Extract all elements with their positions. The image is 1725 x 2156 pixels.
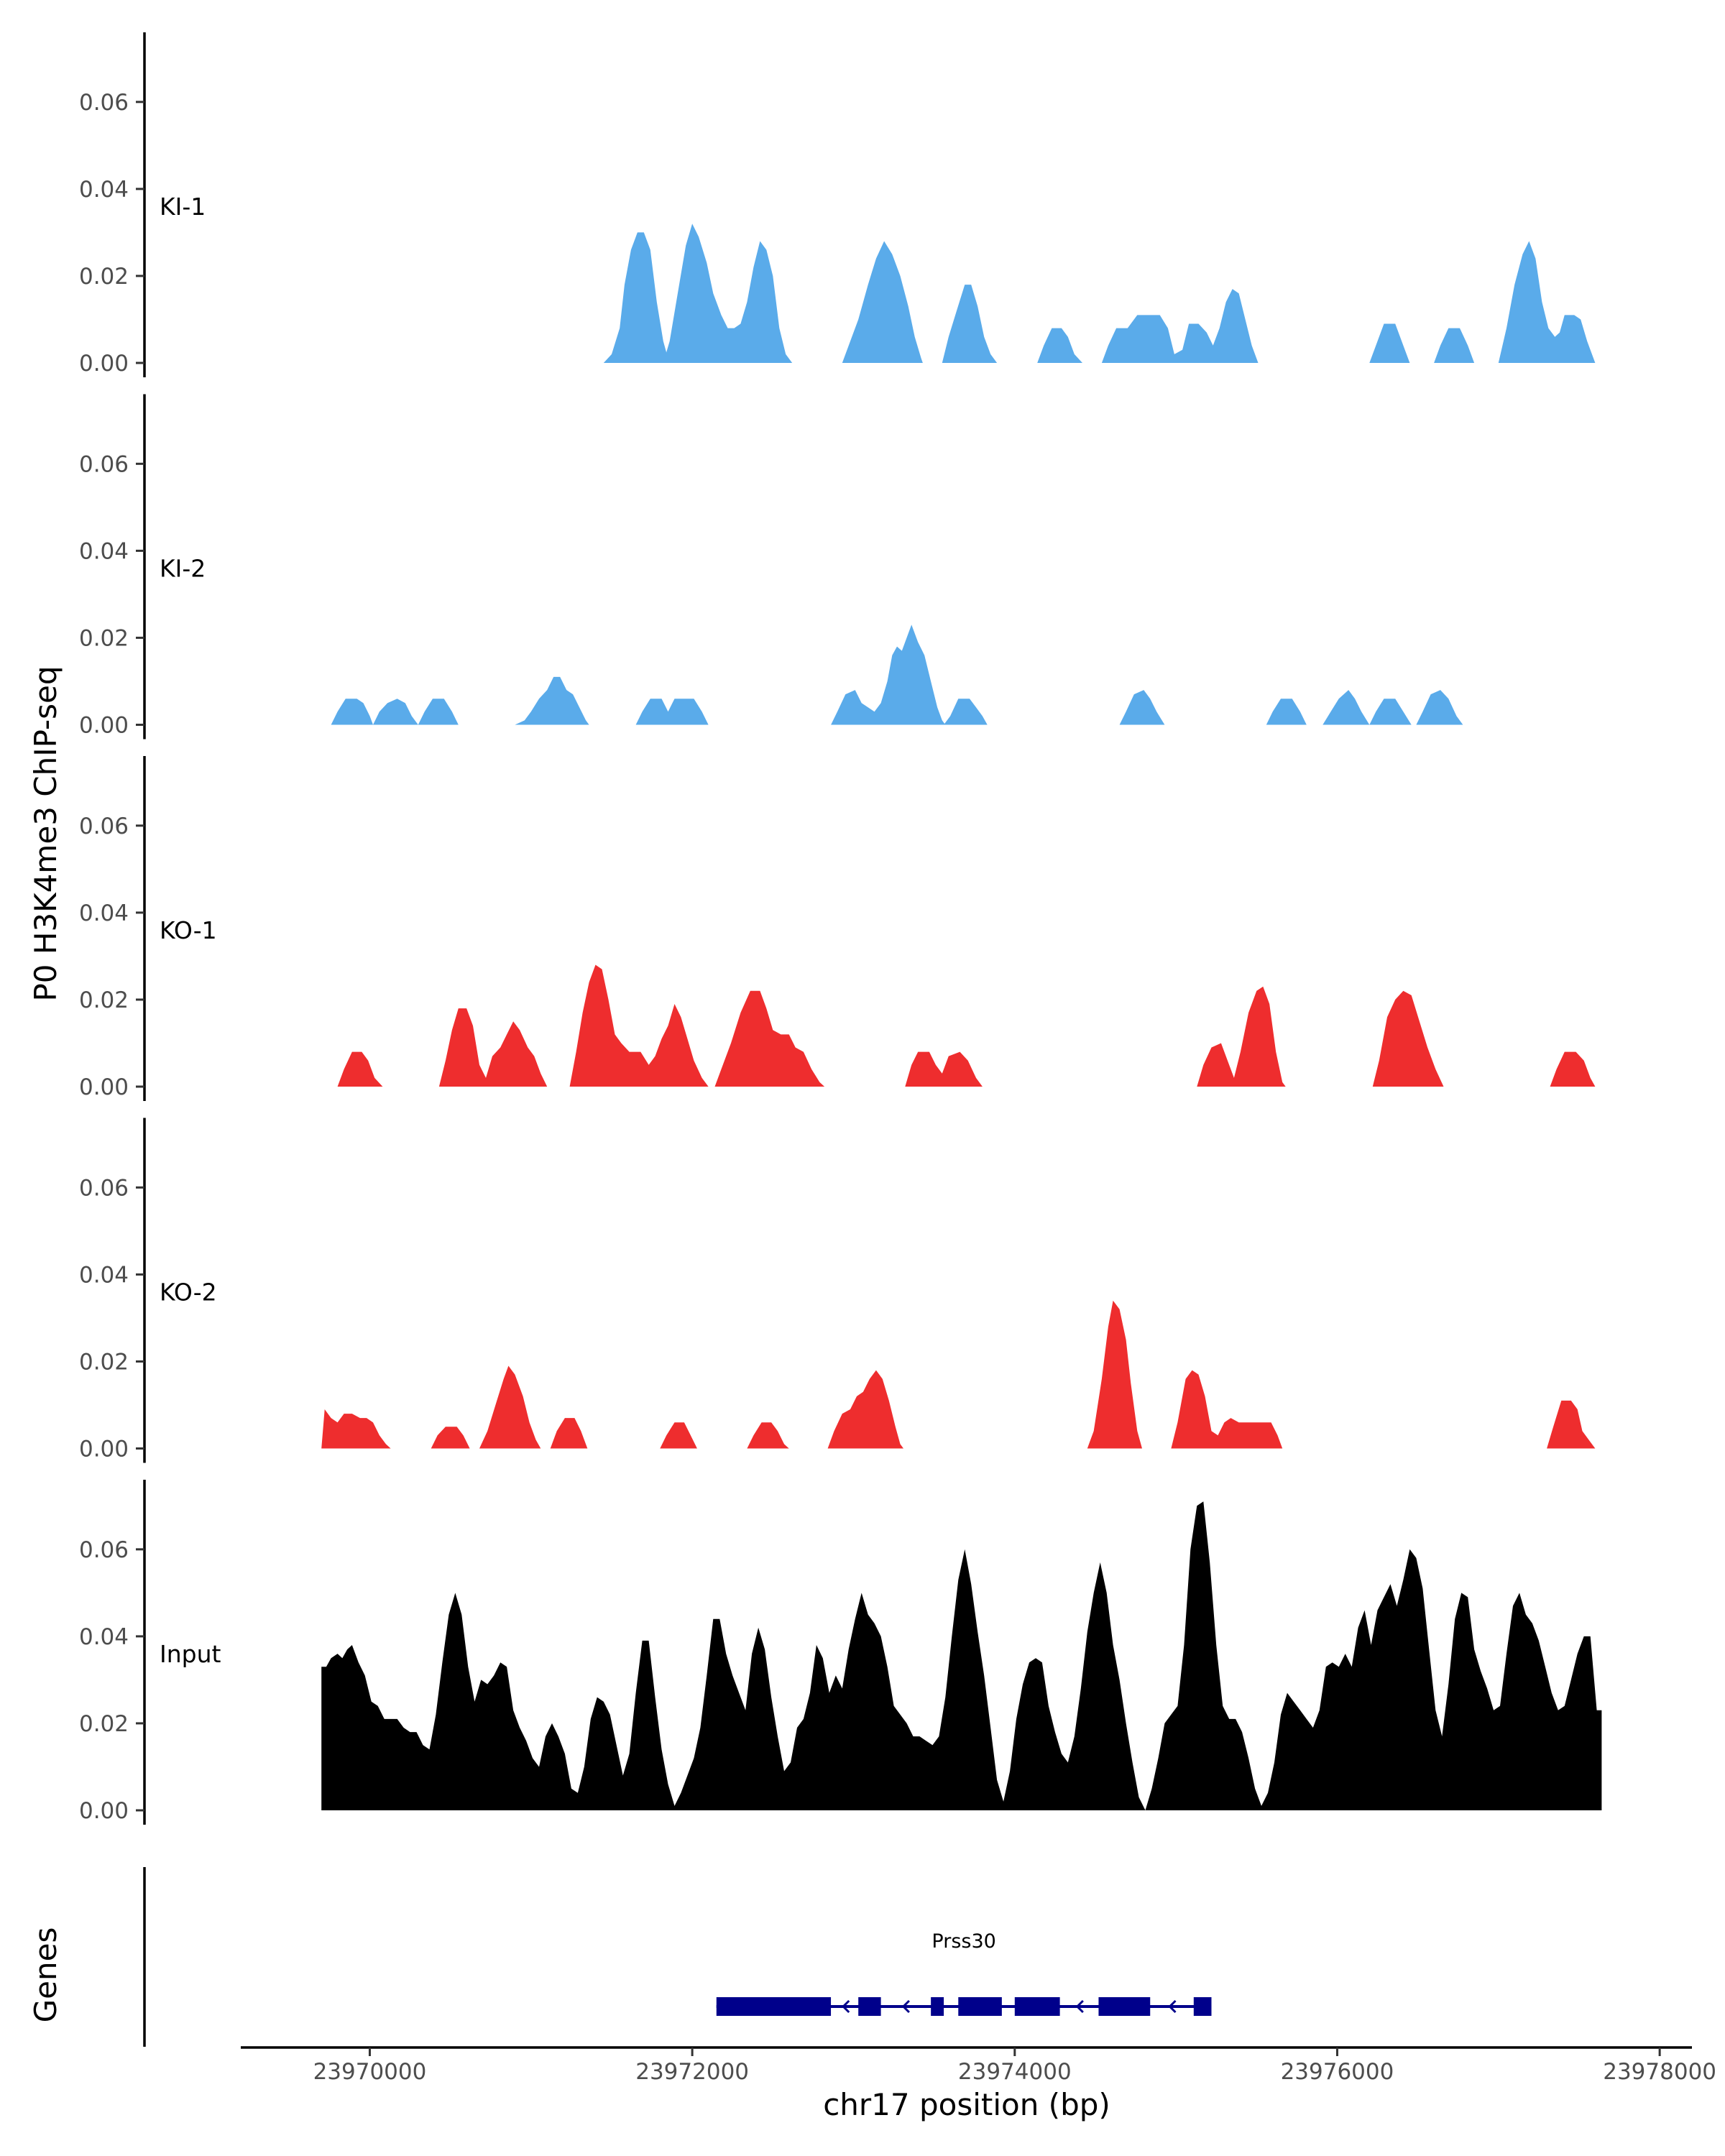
signal-peak (1266, 699, 1307, 725)
y-tick-label: 0.04 (79, 538, 129, 564)
y-tick-label: 0.04 (79, 1624, 129, 1650)
y-tick-label: 0.02 (79, 987, 129, 1013)
track-ki-1: 0.00 0.02 0.04 0.06 KI-1 (79, 32, 1596, 377)
gene-exon (716, 1997, 832, 2016)
x-axis-title: chr17 position (bp) (823, 2087, 1110, 2122)
signal-peak (1372, 990, 1444, 1087)
y-tick-label: 0.06 (79, 90, 129, 116)
gene-exon (931, 1997, 944, 2016)
strand-arrow-icon (901, 1999, 910, 2014)
signal-peak (418, 699, 459, 725)
signal-peak (438, 1008, 548, 1087)
y-tick-label: 0.00 (79, 713, 129, 739)
signal-peak (321, 1501, 1602, 1810)
signal-peak (321, 1409, 391, 1449)
signal-peak (569, 964, 709, 1087)
signal-peak (831, 625, 946, 725)
signal-peak (660, 1422, 697, 1449)
signal-peak (331, 699, 418, 725)
track-ko-2: 0.00 0.02 0.04 0.06 KO-2 (79, 1118, 1596, 1463)
y-tick-label: 0.00 (79, 351, 129, 377)
y-tick-label: 0.04 (79, 177, 129, 203)
signal-peak (1434, 328, 1475, 363)
y-tick-label: 0.02 (79, 1711, 129, 1737)
y-tick-label: 0.02 (79, 625, 129, 651)
y-tick-label: 0.06 (79, 451, 129, 477)
y-tick-label: 0.06 (79, 1175, 129, 1201)
signal-peak (479, 1365, 541, 1449)
x-tick-label: 23978000 (1603, 2059, 1716, 2085)
signal-peak (747, 1422, 789, 1449)
track-label: KI-2 (160, 555, 206, 583)
signal-peak (1197, 986, 1286, 1087)
track-input: 0.00 0.02 0.04 0.06 Input (79, 1480, 1602, 1825)
x-axis: 23970000 23972000 23974000 23976000 23978000 (241, 2046, 1716, 2085)
signal-peak (1171, 1370, 1283, 1449)
signal-peak (337, 1051, 383, 1087)
gene-exon (1014, 1997, 1060, 2016)
x-tick-label: 23970000 (313, 2059, 427, 2085)
signal-peak (842, 241, 923, 363)
gene-exon (1193, 1997, 1212, 2016)
signal-peak (431, 1427, 470, 1449)
signal-peak (1101, 289, 1259, 363)
signal-peak (1322, 690, 1412, 725)
signal-peak (942, 285, 998, 363)
y-tick-label: 0.02 (79, 1349, 129, 1375)
signal-peak (827, 1370, 903, 1449)
genes-axis-title: Genes (28, 1927, 63, 2023)
gene-exon (1098, 1997, 1151, 2016)
signal-peak (1037, 328, 1082, 363)
strand-arrow-icon (842, 1999, 850, 2014)
track-label: KO-1 (160, 916, 217, 944)
y-tick-label: 0.00 (79, 1437, 129, 1462)
signal-peak (515, 676, 589, 725)
track-label: Input (160, 1640, 221, 1668)
signal-peak (1369, 323, 1410, 363)
x-tick-label: 23972000 (635, 2059, 749, 2085)
signal-peak (1547, 1400, 1596, 1449)
signal-peak (635, 699, 709, 725)
signal-peak (550, 1418, 588, 1449)
track-ko-1: 0.00 0.02 0.04 0.06 KO-1 (79, 756, 1596, 1101)
signal-peak (944, 699, 988, 725)
y-tick-label: 0.00 (79, 1074, 129, 1100)
y-tick-label: 0.06 (79, 814, 129, 839)
x-tick-label: 23976000 (1281, 2059, 1394, 2085)
gene-track: Prss30 (143, 1867, 1212, 2047)
signal-peak (1498, 241, 1596, 363)
track-label: KO-2 (160, 1279, 217, 1307)
x-tick-label: 23974000 (958, 2059, 1072, 2085)
signal-peak (1119, 690, 1165, 725)
y-tick-label: 0.00 (79, 1798, 129, 1824)
signal-peak (663, 224, 793, 363)
signal-peak (1550, 1051, 1596, 1087)
y-tick-label: 0.04 (79, 900, 129, 926)
signal-peak (905, 1051, 983, 1087)
track-ki-2: 0.00 0.02 0.04 0.06 KI-2 (79, 394, 1463, 740)
strand-arrow-icon (1168, 1999, 1177, 2014)
track-label: KI-1 (160, 193, 206, 221)
y-tick-label: 0.04 (79, 1262, 129, 1288)
gene-name-label: Prss30 (932, 1930, 995, 1953)
gene-exon (858, 1997, 881, 2016)
signal-peak (1087, 1300, 1142, 1449)
y-axis-title: P0 H3K4me3 ChIP-seq (28, 665, 63, 1001)
signal-peak (603, 232, 670, 363)
y-tick-label: 0.02 (79, 264, 129, 290)
signal-tracks: 0.00 0.02 0.04 0.06 KI-1 0.00 0.02 0.04 0.06 KI-2… (79, 32, 1602, 1825)
strand-arrow-icon (1075, 1999, 1084, 2014)
y-tick-label: 0.06 (79, 1537, 129, 1563)
signal-peak (714, 990, 825, 1087)
signal-peak (1416, 690, 1463, 725)
gene-exon (958, 1997, 1002, 2016)
